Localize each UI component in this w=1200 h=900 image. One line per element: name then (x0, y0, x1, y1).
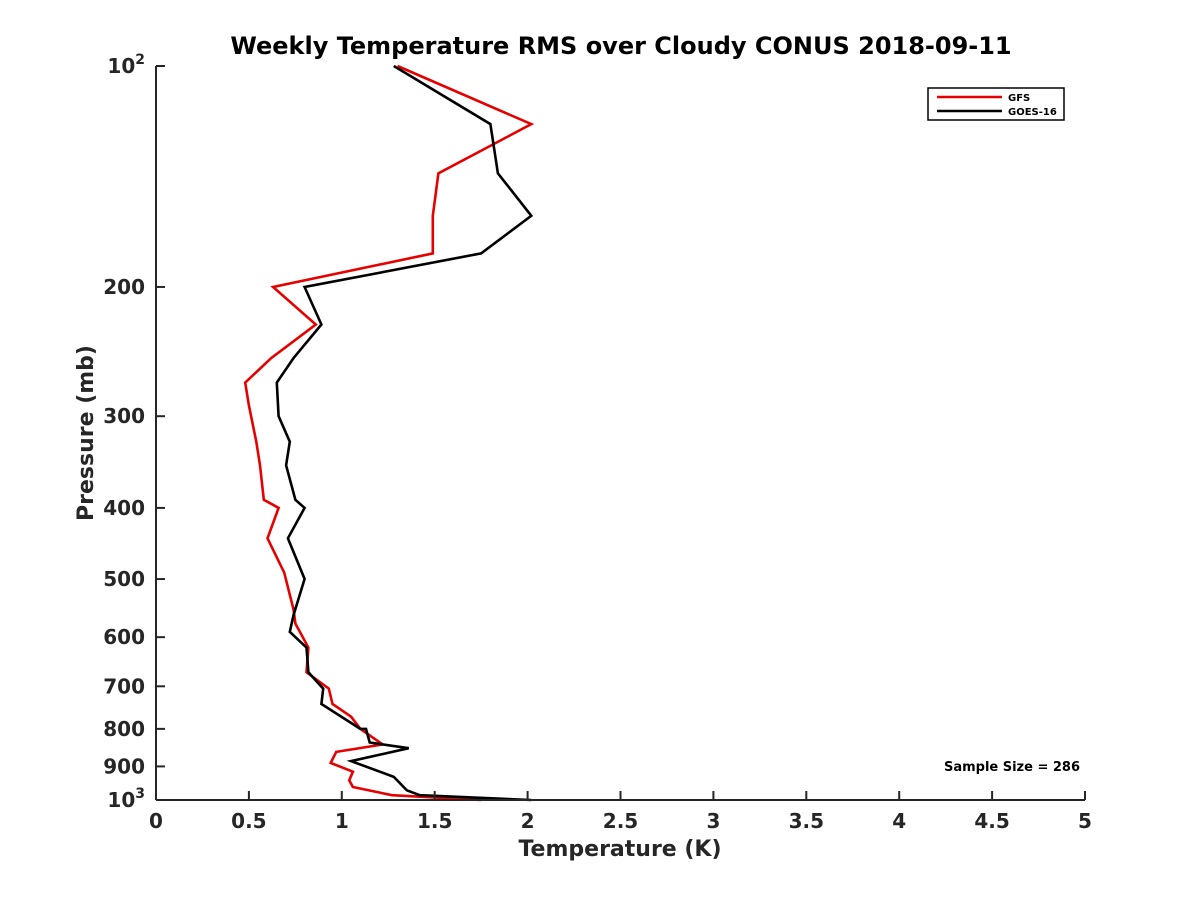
y-tick-label: 700 (103, 674, 145, 698)
y-tick-label: 500 (103, 567, 145, 591)
legend-label-gfs: GFS (1008, 93, 1030, 104)
y-tick-label-power: 102 (107, 52, 145, 78)
series-line-gfs (243, 64, 535, 802)
x-tick-label: 2.5 (603, 809, 638, 833)
y-tick-base: 10 (107, 788, 135, 812)
chart-title: Weekly Temperature RMS over Cloudy CONUS… (230, 32, 1011, 60)
legend-box (927, 87, 1065, 121)
y-tick-exponent: 3 (135, 786, 145, 802)
legend: GFS GOES-16 (927, 87, 1065, 121)
x-axis-ticks: 0 0.5 1 1.5 2 2.5 3 3.5 4 4.5 5 (149, 791, 1092, 833)
y-axis-label: Pressure (mb) (74, 345, 99, 521)
y-tick-label-power: 103 (107, 786, 145, 812)
x-tick-label: 4 (892, 809, 906, 833)
x-tick-label: 0 (149, 809, 163, 833)
x-tick-label: 5 (1078, 809, 1092, 833)
x-tick-label: 0.5 (231, 809, 266, 833)
y-tick-label: 200 (103, 275, 145, 299)
y-tick-base: 10 (107, 54, 135, 78)
y-tick-label: 300 (103, 404, 145, 428)
y-tick-label: 800 (103, 717, 145, 741)
x-tick-label: 3 (706, 809, 720, 833)
x-axis-label: Temperature (K) (518, 837, 721, 862)
x-tick-label: 2 (521, 809, 535, 833)
y-tick-label: 600 (103, 625, 145, 649)
plot-area: 0 0.5 1 1.5 2 2.5 3 3.5 4 4.5 5 200 300 400 500 600 700… (103, 52, 1092, 833)
x-tick-label: 1.5 (417, 809, 452, 833)
y-tick-label: 900 (103, 754, 145, 778)
y-tick-exponent: 2 (135, 52, 145, 68)
legend-label-goes16: GOES-16 (1008, 107, 1057, 118)
x-tick-label: 4.5 (974, 809, 1009, 833)
series-line-goes16 (275, 64, 534, 802)
y-tick-label: 400 (103, 496, 145, 520)
x-tick-label: 1 (335, 809, 349, 833)
series-layer (243, 64, 535, 802)
sample-size-annotation: Sample Size = 286 (944, 760, 1080, 775)
x-tick-label: 3.5 (789, 809, 824, 833)
